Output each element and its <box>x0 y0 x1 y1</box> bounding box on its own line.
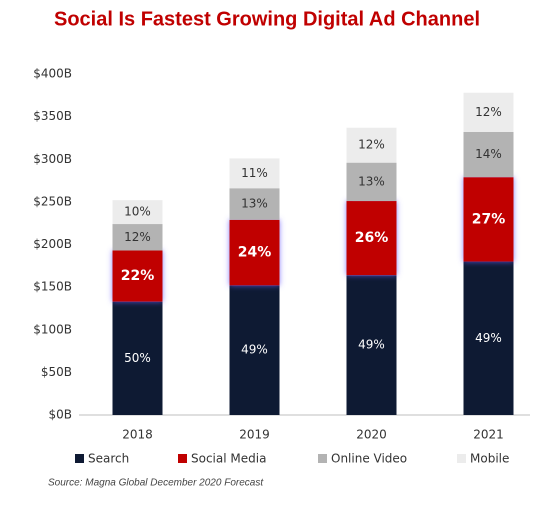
data-label: 26% <box>355 230 389 246</box>
data-label: 27% <box>472 211 506 227</box>
chart-title: Social Is Fastest Growing Digital Ad Cha… <box>54 8 480 30</box>
data-label: 12% <box>358 138 385 152</box>
x-tick-label: 2019 <box>239 428 270 442</box>
y-tick-label: $150B <box>33 280 72 294</box>
bar-segment <box>463 177 514 262</box>
bar-segment <box>346 162 397 202</box>
data-label: 12% <box>124 230 151 244</box>
bar-segment <box>229 188 280 220</box>
legend-label: Mobile <box>470 452 509 466</box>
data-label: 12% <box>475 105 502 119</box>
data-label: 49% <box>475 331 502 345</box>
bar-segment <box>229 285 280 415</box>
data-label: 13% <box>241 197 268 211</box>
data-label: 22% <box>121 268 155 284</box>
bar-segment <box>346 275 397 415</box>
bar-segment <box>112 301 163 415</box>
y-tick-label: $200B <box>33 237 72 251</box>
source-note: Source: Magna Global December 2020 Forec… <box>48 478 264 489</box>
data-label: 49% <box>241 343 268 357</box>
bar-segment <box>463 131 514 178</box>
legend-label: Search <box>88 452 129 466</box>
legend-swatch <box>318 454 327 463</box>
y-tick-label: $350B <box>33 109 72 123</box>
data-label: 13% <box>358 174 385 188</box>
data-label: 11% <box>241 166 268 180</box>
y-tick-label: $50B <box>41 365 72 379</box>
data-label: 50% <box>124 351 151 365</box>
data-label: 24% <box>238 245 272 261</box>
legend-swatch <box>178 454 187 463</box>
x-tick-label: 2020 <box>356 428 387 442</box>
y-tick-label: $250B <box>33 194 72 208</box>
y-tick-label: $100B <box>33 322 72 336</box>
x-tick-label: 2021 <box>473 428 504 442</box>
bar-segment <box>229 158 280 189</box>
legend-label: Online Video <box>331 452 407 466</box>
data-label: 14% <box>475 147 502 161</box>
bar-segment <box>346 201 397 276</box>
bar-segment <box>112 224 163 251</box>
bar-segment <box>112 200 163 225</box>
x-tick-label: 2018 <box>122 428 153 442</box>
data-label: 49% <box>358 338 385 352</box>
bar-segment <box>229 219 280 286</box>
legend-swatch <box>457 454 466 463</box>
y-tick-label: $400B <box>33 67 72 81</box>
y-tick-label: $300B <box>33 152 72 166</box>
legend-label: Social Media <box>191 452 266 466</box>
data-label: 10% <box>124 205 151 219</box>
bar-segment <box>463 92 514 132</box>
bar-segment <box>463 261 514 415</box>
y-tick-label: $0B <box>48 408 72 422</box>
bar-segment <box>112 250 163 302</box>
legend-swatch <box>75 454 84 463</box>
bar-segment <box>346 127 397 163</box>
